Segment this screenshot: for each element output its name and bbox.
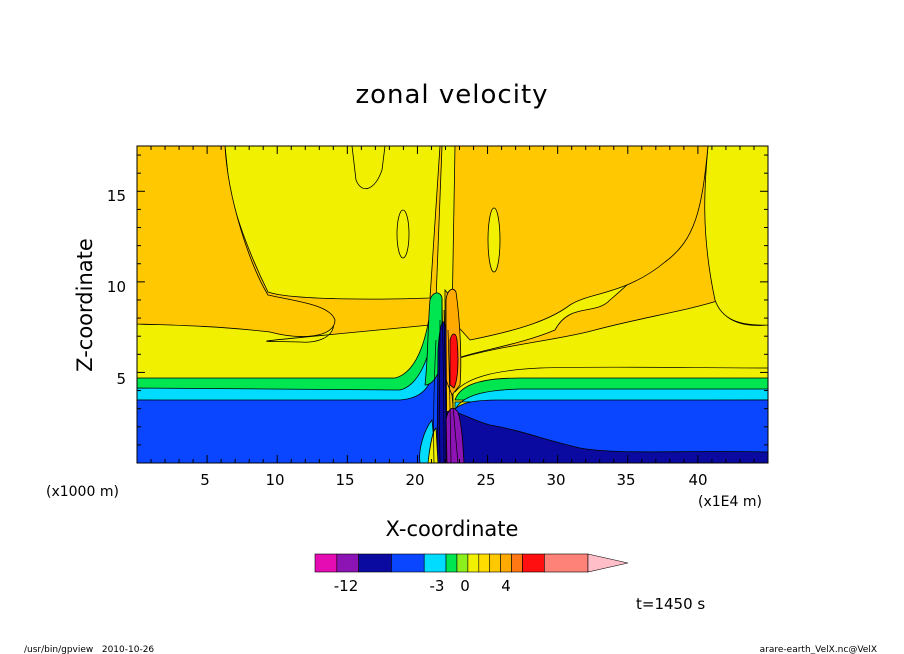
y-tick-label: 5 (116, 370, 126, 388)
colorbar-label: 4 (501, 577, 511, 595)
region-dark-blue (444, 410, 768, 463)
colorbar-swatch (445, 553, 458, 573)
x-tick-label: 30 (546, 471, 565, 489)
plot-area (137, 146, 768, 463)
colorbar-label: -12 (334, 577, 359, 595)
colorbar (314, 553, 629, 573)
x-tick-label: 35 (616, 471, 635, 489)
x-tick-label: 20 (405, 471, 424, 489)
colorbar-swatch (358, 553, 392, 573)
plot-frame (136, 145, 769, 464)
x-tick-label: 25 (476, 471, 495, 489)
region-yellow-column (427, 427, 439, 463)
region-yellow-right-column (704, 146, 768, 326)
x-tick-label: 5 (200, 471, 210, 489)
y-tick-label: 15 (107, 187, 126, 205)
colorbar-swatch (544, 553, 589, 573)
colorbar-extension (587, 553, 629, 573)
region-yellow-island-2 (487, 207, 501, 273)
region-red-core (449, 333, 459, 389)
y-tick-label: 10 (107, 278, 126, 296)
chart-title: zonal velocity (355, 80, 548, 110)
colorbar-swatch (478, 553, 491, 573)
colorbar-swatch (489, 553, 501, 573)
colorbar-label: -3 (430, 577, 445, 595)
x-scale-label: (x1E4 m) (698, 494, 762, 510)
colorbar-swatch (336, 553, 359, 573)
y-axis-label: Z-coordinate (73, 238, 97, 372)
colorbar-swatch (500, 553, 512, 573)
footer-left: /usr/bin/gpview 2010-10-26 (24, 645, 154, 654)
contour-lines-center (433, 299, 768, 463)
x-axis-label: X-coordinate (386, 517, 519, 541)
colorbar-swatch (522, 553, 545, 573)
colorbar-swatch (467, 553, 480, 573)
colorbar-swatch (423, 553, 447, 573)
region-upper-orange-left-lobe (137, 146, 336, 337)
x-tick-label: 10 (265, 471, 284, 489)
x-tick-label: 40 (688, 471, 707, 489)
x-tick-labels: 5 10 15 20 25 30 35 40 (200, 471, 707, 489)
colorbar-swatch (456, 553, 469, 573)
colorbar-label: 0 (460, 577, 470, 595)
time-label: t=1450 s (636, 595, 705, 613)
region-cyan-band-right (454, 388, 768, 411)
axis-ticks (137, 146, 768, 463)
x-tick-label: 15 (335, 471, 354, 489)
x-unit-label: (x1000 m) (46, 484, 119, 500)
colorbar-swatch (511, 553, 523, 573)
region-yellow-island-1 (396, 209, 410, 259)
colorbar-swatch (391, 553, 425, 573)
y-tick-labels: 5 10 15 (107, 187, 126, 388)
colorbar-swatch (314, 553, 338, 573)
footer-right: arare-earth_VelX.nc@VelX (760, 645, 877, 654)
region-upper-orange-right-mid (451, 146, 709, 341)
region-yellow-top-notch (351, 146, 386, 190)
